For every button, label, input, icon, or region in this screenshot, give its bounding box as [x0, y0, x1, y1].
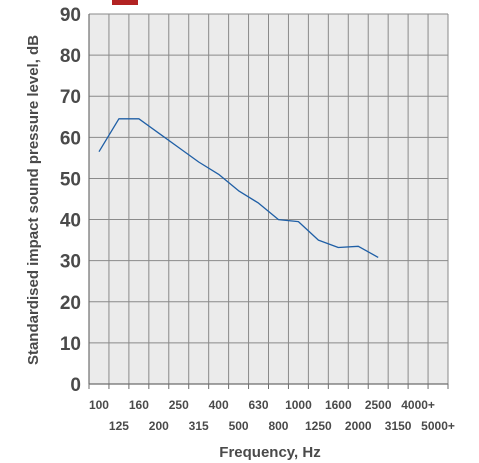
- x-tick-label: 2500: [365, 398, 392, 412]
- y-tick-label: 90: [60, 5, 81, 26]
- x-tick-label: 315: [189, 419, 209, 433]
- x-axis-label: Frequency, Hz: [219, 444, 320, 461]
- y-tick-label: 20: [60, 293, 81, 314]
- x-tick-label: 400: [209, 398, 229, 412]
- x-tick-label: 1250: [305, 419, 332, 433]
- x-tick-label: 1600: [325, 398, 352, 412]
- x-tick-label: 1000: [285, 398, 312, 412]
- series-layer: [98, 118, 379, 258]
- x-tick-label: 5000+: [421, 419, 455, 433]
- x-tick-label: 630: [249, 398, 269, 412]
- y-axis-label: Standardised impact sound pressure level…: [25, 35, 42, 365]
- grid: [88, 13, 449, 389]
- title-accent-bar: [112, 0, 138, 5]
- x-tick-label: 2000: [345, 419, 372, 433]
- x-tick-label: 160: [129, 398, 149, 412]
- y-tick-label: 30: [60, 252, 81, 273]
- y-tick-label: 10: [60, 334, 81, 355]
- x-tick-label: 250: [169, 398, 189, 412]
- y-tick-labels: 0 10 20 30 40 50 60 70 80 90: [60, 5, 81, 396]
- y-tick-label: 40: [60, 211, 81, 232]
- series-line: [98, 118, 379, 258]
- y-tick-label: 80: [60, 46, 81, 67]
- x-tick-label: 3150: [385, 419, 412, 433]
- x-tick-label: 100: [89, 398, 109, 412]
- x-tick-label: 4000+: [401, 398, 435, 412]
- x-tick-label: 125: [109, 419, 129, 433]
- y-tick-label: 60: [60, 128, 81, 149]
- y-tick-label: 70: [60, 87, 81, 108]
- x-tick-label: 800: [268, 419, 288, 433]
- x-tick-label: 500: [229, 419, 249, 433]
- y-tick-label: 50: [60, 169, 81, 190]
- y-tick-label: 0: [70, 375, 81, 396]
- x-tick-label: 200: [149, 419, 169, 433]
